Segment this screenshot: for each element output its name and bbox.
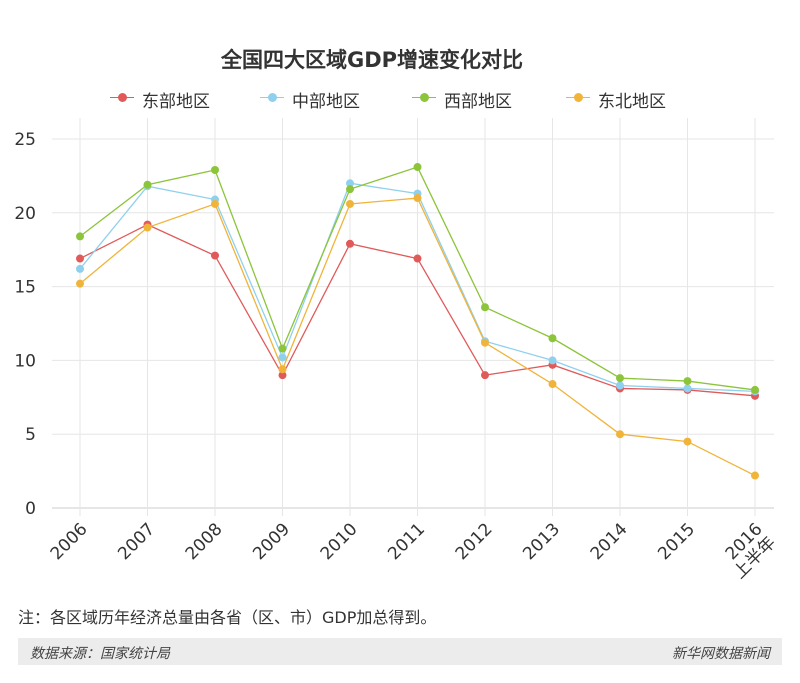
data-point (616, 374, 624, 383)
line-chart-plot: 0 5 10 15 20 25 2006 2007 2008 2009 2010 2011 2012 20… (14, 118, 780, 583)
data-point (548, 334, 557, 343)
data-point (413, 254, 422, 263)
y-tick-label: 20 (14, 204, 36, 224)
footnote: 注：各区域历年经济总量由各省（区、市）GDP加总得到。 (18, 608, 437, 627)
data-point (481, 371, 489, 380)
data-point (143, 180, 152, 189)
data-point (76, 264, 84, 273)
y-tick-label: 10 (14, 351, 36, 371)
data-point (76, 232, 84, 241)
data-point (278, 353, 287, 362)
x-tick-label: 2013 (519, 519, 564, 564)
y-tick-label: 0 (25, 499, 36, 519)
legend-label-northeast: 东北地区 (598, 92, 666, 112)
data-point (413, 163, 422, 172)
x-tick-label: 2008 (182, 519, 227, 564)
x-tick-label: 2015 (654, 519, 699, 564)
x-tick-label: 2009 (249, 519, 294, 564)
data-point (143, 223, 152, 232)
data-point (548, 380, 557, 389)
data-point (346, 199, 354, 208)
data-point (278, 371, 287, 380)
data-source: 数据来源：国家统计局 (30, 646, 170, 662)
data-point (346, 185, 354, 194)
data-point (616, 430, 624, 439)
data-point (683, 384, 692, 393)
data-point (481, 338, 489, 347)
x-tick-label: 2006 (47, 519, 92, 564)
legend-marker-northeast (574, 93, 583, 102)
data-point (278, 365, 287, 374)
data-point (481, 303, 489, 312)
x-tick-label: 2011 (384, 519, 429, 564)
data-point (76, 254, 84, 263)
publisher-brand: 新华网数据新闻 (672, 646, 770, 662)
data-point (616, 381, 624, 390)
data-point (278, 344, 287, 353)
data-point (413, 194, 422, 203)
data-point (683, 437, 692, 446)
data-point (346, 239, 354, 248)
x-tick-label: 2014 (587, 519, 632, 564)
y-tick-label: 15 (14, 278, 36, 298)
legend-label-east: 东部地区 (142, 92, 210, 112)
footer-bar: 数据来源：国家统计局 新华网数据新闻 (18, 638, 782, 665)
data-point (211, 165, 219, 174)
legend-label-west: 西部地区 (444, 92, 512, 112)
chart-title: 全国四大区域GDP增速变化对比 (220, 48, 524, 72)
data-point (548, 356, 557, 365)
legend-marker-east (118, 93, 127, 102)
legend-marker-west (420, 93, 429, 102)
data-point (211, 251, 219, 260)
data-point (211, 199, 219, 208)
data-point (346, 179, 354, 188)
legend-label-central: 中部地区 (292, 92, 360, 112)
x-tick-label: 2007 (114, 519, 159, 564)
data-point (683, 377, 692, 386)
data-point (751, 385, 759, 394)
data-point (76, 279, 84, 288)
data-point (751, 471, 759, 480)
x-tick-label: 2012 (452, 519, 497, 564)
x-tick-label: 2016上半年 (716, 519, 780, 583)
y-tick-label: 5 (25, 425, 36, 445)
chart-legend: 东部地区 中部地区 西部地区 东北地区 (110, 86, 710, 112)
x-tick-label: 2010 (317, 519, 362, 564)
legend-marker-central (268, 93, 277, 102)
y-tick-label: 25 (14, 130, 36, 150)
